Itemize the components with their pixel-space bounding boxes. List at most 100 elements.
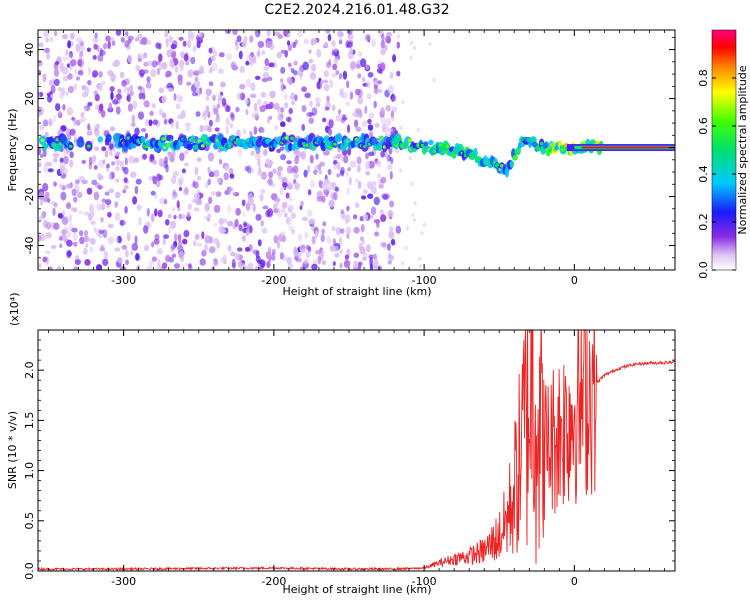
heatmap-speckle (310, 63, 317, 72)
heatmap-speckle (234, 219, 239, 228)
heatmap-speckle (187, 69, 194, 78)
heatmap-speckle (45, 37, 49, 43)
heatmap-speckle (166, 49, 172, 58)
heatmap-speckle (176, 94, 182, 103)
heatmap-speckle (67, 250, 72, 257)
heatmap-speckle (298, 233, 303, 242)
heatmap-speckle (373, 231, 380, 237)
heatmap-speckle (387, 85, 394, 94)
heatmap-speckle (123, 177, 128, 184)
heatmap-speckle (308, 112, 315, 117)
heatmap-speckle (171, 194, 177, 200)
heatmap-speckle (208, 81, 214, 87)
snr-multiplier: (x10⁴) (8, 293, 21, 327)
heatmap-speckle (378, 88, 383, 93)
x-tick-label: -300 (111, 274, 136, 287)
heatmap-speckle (257, 40, 265, 48)
heatmap-speckle (231, 258, 236, 268)
heatmap-speckle (380, 107, 385, 115)
heatmap-speckle (158, 174, 164, 181)
heatmap-speckle (326, 61, 332, 68)
heatmap-speckle (107, 211, 112, 218)
heatmap-speckle (204, 244, 209, 252)
heatmap-speckle (330, 73, 338, 78)
heatmap-speckle (213, 237, 220, 245)
heatmap-speckle (308, 58, 314, 64)
heatmap-speckle (389, 200, 395, 208)
heatmap-speckle (138, 58, 143, 62)
ridge-core (407, 138, 412, 142)
heatmap-speckle (98, 233, 102, 239)
ridge-blob (97, 136, 104, 143)
heatmap-speckle (254, 152, 261, 161)
heatmap-speckle (274, 197, 281, 203)
heatmap-speckle (78, 210, 84, 215)
heatmap-speckle (171, 206, 176, 212)
heatmap-speckle (59, 165, 65, 175)
heatmap-speckle (387, 128, 394, 133)
colorbar-tick-label: 0.2 (697, 213, 710, 231)
heatmap-speckle (399, 125, 403, 130)
heatmap-speckle (343, 155, 349, 164)
heatmap-speckle (281, 182, 288, 188)
ridge-core (194, 145, 198, 149)
y-tick-label: -40 (23, 237, 36, 255)
heatmap-speckle (60, 191, 67, 201)
heatmap-speckle (138, 216, 142, 226)
heatmap-speckle (344, 254, 349, 260)
heatmap-speckle (314, 97, 321, 103)
heatmap-speckle (369, 257, 373, 267)
x-tick-label: -100 (412, 274, 437, 287)
y-tick-label: 0.0 (23, 562, 36, 580)
heatmap-speckle (100, 216, 104, 223)
heatmap-speckle (365, 152, 369, 160)
heatmap-speckle (339, 36, 343, 44)
heatmap-speckle (181, 168, 186, 174)
heatmap-speckle (306, 111, 313, 118)
ridge-core (510, 162, 514, 166)
heatmap-speckle (81, 159, 86, 164)
ridge-blob (544, 141, 549, 149)
heatmap-speckle (140, 128, 147, 132)
heatmap-speckle (67, 73, 73, 80)
heatmap-speckle (406, 226, 409, 231)
heatmap-speckle (294, 182, 299, 187)
heatmap-speckle (182, 40, 187, 47)
heatmap-speckle (66, 202, 71, 210)
heatmap-speckle (286, 40, 291, 46)
heatmap-speckle (109, 150, 113, 157)
ridge-line-core (581, 146, 675, 149)
ridge-core (68, 144, 73, 148)
heatmap-speckle (85, 243, 89, 248)
heatmap-speckle (254, 266, 259, 270)
heatmap-speckle (283, 93, 288, 101)
heatmap-speckle (301, 123, 306, 132)
heatmap-speckle (74, 68, 78, 75)
heatmap-speckle (208, 69, 213, 74)
heatmap-speckle (191, 92, 198, 97)
heatmap-speckle (392, 54, 397, 63)
heatmap-speckle (267, 178, 273, 186)
heatmap-speckle (280, 49, 286, 54)
heatmap-speckle (44, 47, 50, 54)
heatmap-speckle (358, 242, 363, 250)
heatmap-speckle (390, 116, 396, 121)
heatmap-speckle (175, 120, 179, 130)
heatmap-speckle (109, 86, 115, 92)
heatmap-speckle (89, 246, 94, 253)
heatmap-speckle (235, 40, 238, 47)
colorbar-gradient (711, 29, 737, 271)
heatmap-speckle (231, 64, 238, 71)
heatmap-speckle (362, 188, 368, 195)
heatmap-speckle (276, 148, 281, 154)
heatmap-speckle (368, 112, 375, 119)
heatmap-speckle (91, 156, 96, 165)
heatmap-speckle (247, 165, 252, 174)
heatmap-speckle (134, 185, 139, 195)
y-tick-label: 20 (23, 92, 36, 106)
heatmap-speckle (311, 235, 316, 245)
heatmap-speckle (103, 250, 109, 260)
heatmap-speckle (40, 153, 44, 158)
heatmap-speckle (83, 247, 88, 256)
heatmap-speckle (72, 241, 78, 247)
